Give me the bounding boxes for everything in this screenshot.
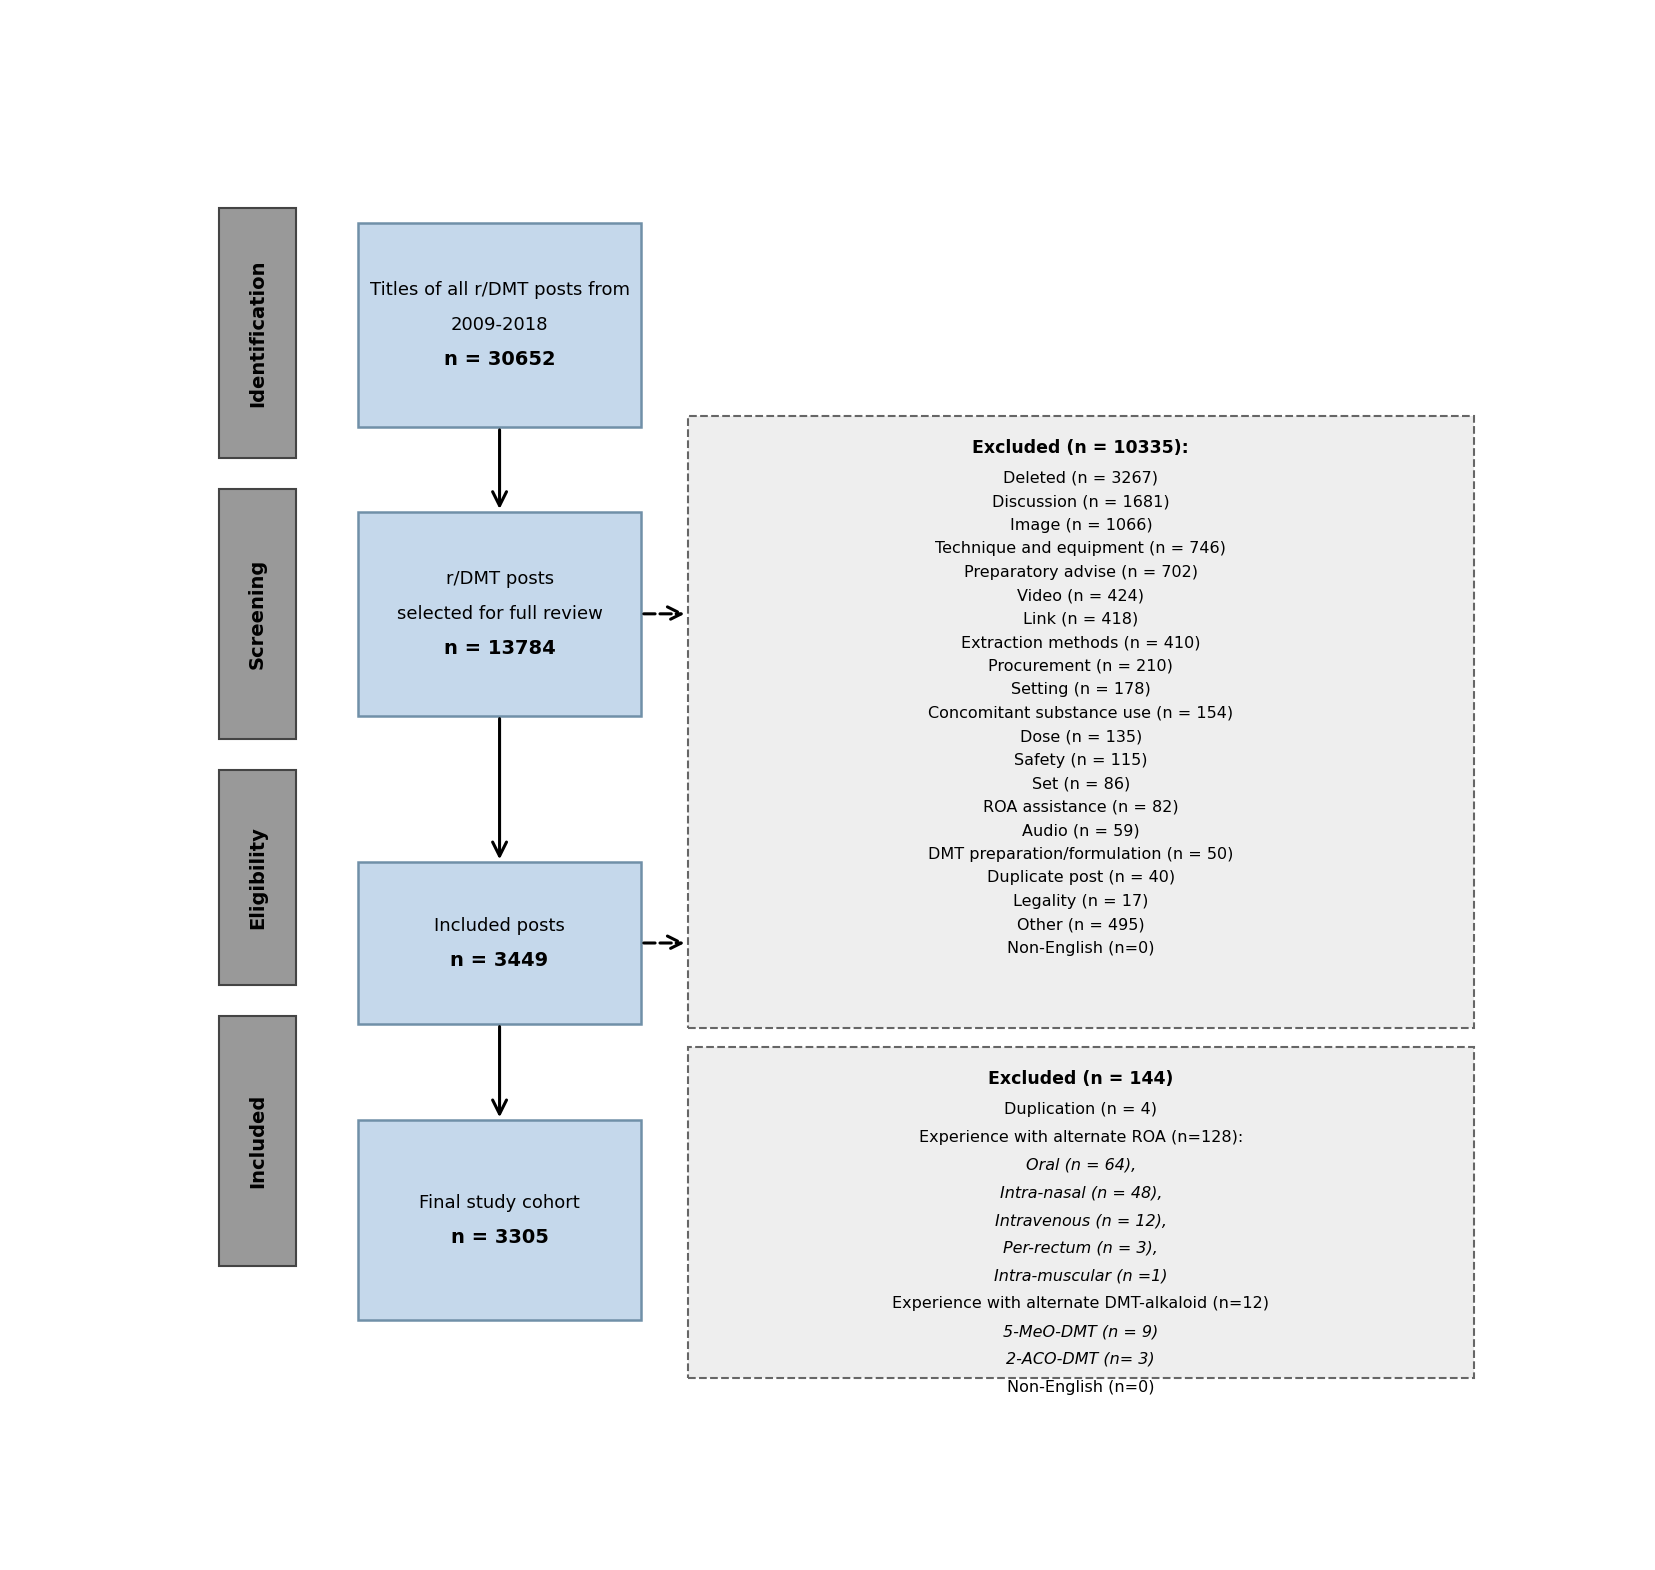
Text: Duplicate post (n = 40): Duplicate post (n = 40) — [986, 870, 1173, 885]
Text: Screening: Screening — [248, 559, 266, 669]
Text: Intra-nasal (n = 48),: Intra-nasal (n = 48), — [1000, 1185, 1162, 1201]
Text: Non-English (n=0): Non-English (n=0) — [1006, 940, 1154, 956]
Text: 2-ACO-DMT (n= 3): 2-ACO-DMT (n= 3) — [1006, 1352, 1155, 1367]
Bar — [357, 1119, 640, 1320]
Text: Duplication (n = 4): Duplication (n = 4) — [1003, 1102, 1157, 1118]
Text: Link (n = 418): Link (n = 418) — [1023, 612, 1137, 626]
Text: Excluded (n = 144): Excluded (n = 144) — [988, 1071, 1173, 1088]
Text: Audio (n = 59): Audio (n = 59) — [1021, 823, 1139, 838]
Text: Safety (n = 115): Safety (n = 115) — [1013, 752, 1147, 768]
Text: Included: Included — [248, 1094, 266, 1188]
Bar — [218, 488, 296, 739]
Text: Setting (n = 178): Setting (n = 178) — [1010, 683, 1150, 697]
Text: Extraction methods (n = 410): Extraction methods (n = 410) — [960, 636, 1200, 650]
Text: Intra-muscular (n =1): Intra-muscular (n =1) — [993, 1269, 1167, 1284]
Text: 5-MeO-DMT (n = 9): 5-MeO-DMT (n = 9) — [1003, 1324, 1158, 1339]
Text: n = 3449: n = 3449 — [450, 951, 548, 970]
Text: Non-English (n=0): Non-English (n=0) — [1006, 1380, 1154, 1394]
Text: Image (n = 1066): Image (n = 1066) — [1010, 518, 1152, 532]
Text: Dose (n = 135): Dose (n = 135) — [1019, 730, 1142, 744]
Text: Set (n = 86): Set (n = 86) — [1031, 776, 1129, 791]
Text: n = 3305: n = 3305 — [450, 1228, 548, 1247]
Text: Included posts: Included posts — [434, 917, 564, 934]
Bar — [218, 769, 296, 986]
Text: Technique and equipment (n = 746): Technique and equipment (n = 746) — [935, 542, 1225, 556]
Text: selected for full review: selected for full review — [397, 604, 602, 623]
Text: 2009-2018: 2009-2018 — [450, 316, 548, 334]
Bar — [687, 1047, 1473, 1378]
Bar — [357, 512, 640, 716]
Text: Other (n = 495): Other (n = 495) — [1016, 917, 1144, 933]
Bar — [687, 416, 1473, 1028]
Text: n = 13784: n = 13784 — [444, 639, 554, 658]
Text: Discussion (n = 1681): Discussion (n = 1681) — [991, 495, 1168, 510]
Text: Per-rectum (n = 3),: Per-rectum (n = 3), — [1003, 1240, 1157, 1256]
Bar — [218, 207, 296, 458]
Text: Video (n = 424): Video (n = 424) — [1016, 589, 1144, 603]
Bar — [357, 223, 640, 427]
Text: ROA assistance (n = 82): ROA assistance (n = 82) — [983, 799, 1178, 815]
Text: Intravenous (n = 12),: Intravenous (n = 12), — [995, 1214, 1167, 1228]
Text: Legality (n = 17): Legality (n = 17) — [1013, 893, 1149, 909]
Text: Preparatory advise (n = 702): Preparatory advise (n = 702) — [963, 565, 1197, 579]
Text: Experience with alternate ROA (n=128):: Experience with alternate ROA (n=128): — [919, 1130, 1243, 1145]
Text: Eligibility: Eligibility — [248, 826, 266, 929]
Text: Concomitant substance use (n = 154): Concomitant substance use (n = 154) — [928, 706, 1233, 721]
Text: n = 30652: n = 30652 — [444, 350, 554, 369]
Text: Identification: Identification — [248, 259, 266, 407]
Text: Oral (n = 64),: Oral (n = 64), — [1024, 1157, 1135, 1173]
Text: Excluded (n = 10335):: Excluded (n = 10335): — [971, 438, 1188, 457]
Text: Procurement (n = 210): Procurement (n = 210) — [988, 659, 1172, 674]
Bar — [357, 862, 640, 1024]
Text: Final study cohort: Final study cohort — [419, 1193, 579, 1212]
Text: DMT preparation/formulation (n = 50): DMT preparation/formulation (n = 50) — [927, 846, 1233, 862]
Bar — [218, 1016, 296, 1267]
Text: r/DMT posts: r/DMT posts — [445, 570, 553, 589]
Text: Deleted (n = 3267): Deleted (n = 3267) — [1003, 471, 1157, 487]
Text: Experience with alternate DMT-alkaloid (n=12): Experience with alternate DMT-alkaloid (… — [892, 1297, 1268, 1311]
Text: Titles of all r/DMT posts from: Titles of all r/DMT posts from — [369, 281, 629, 300]
